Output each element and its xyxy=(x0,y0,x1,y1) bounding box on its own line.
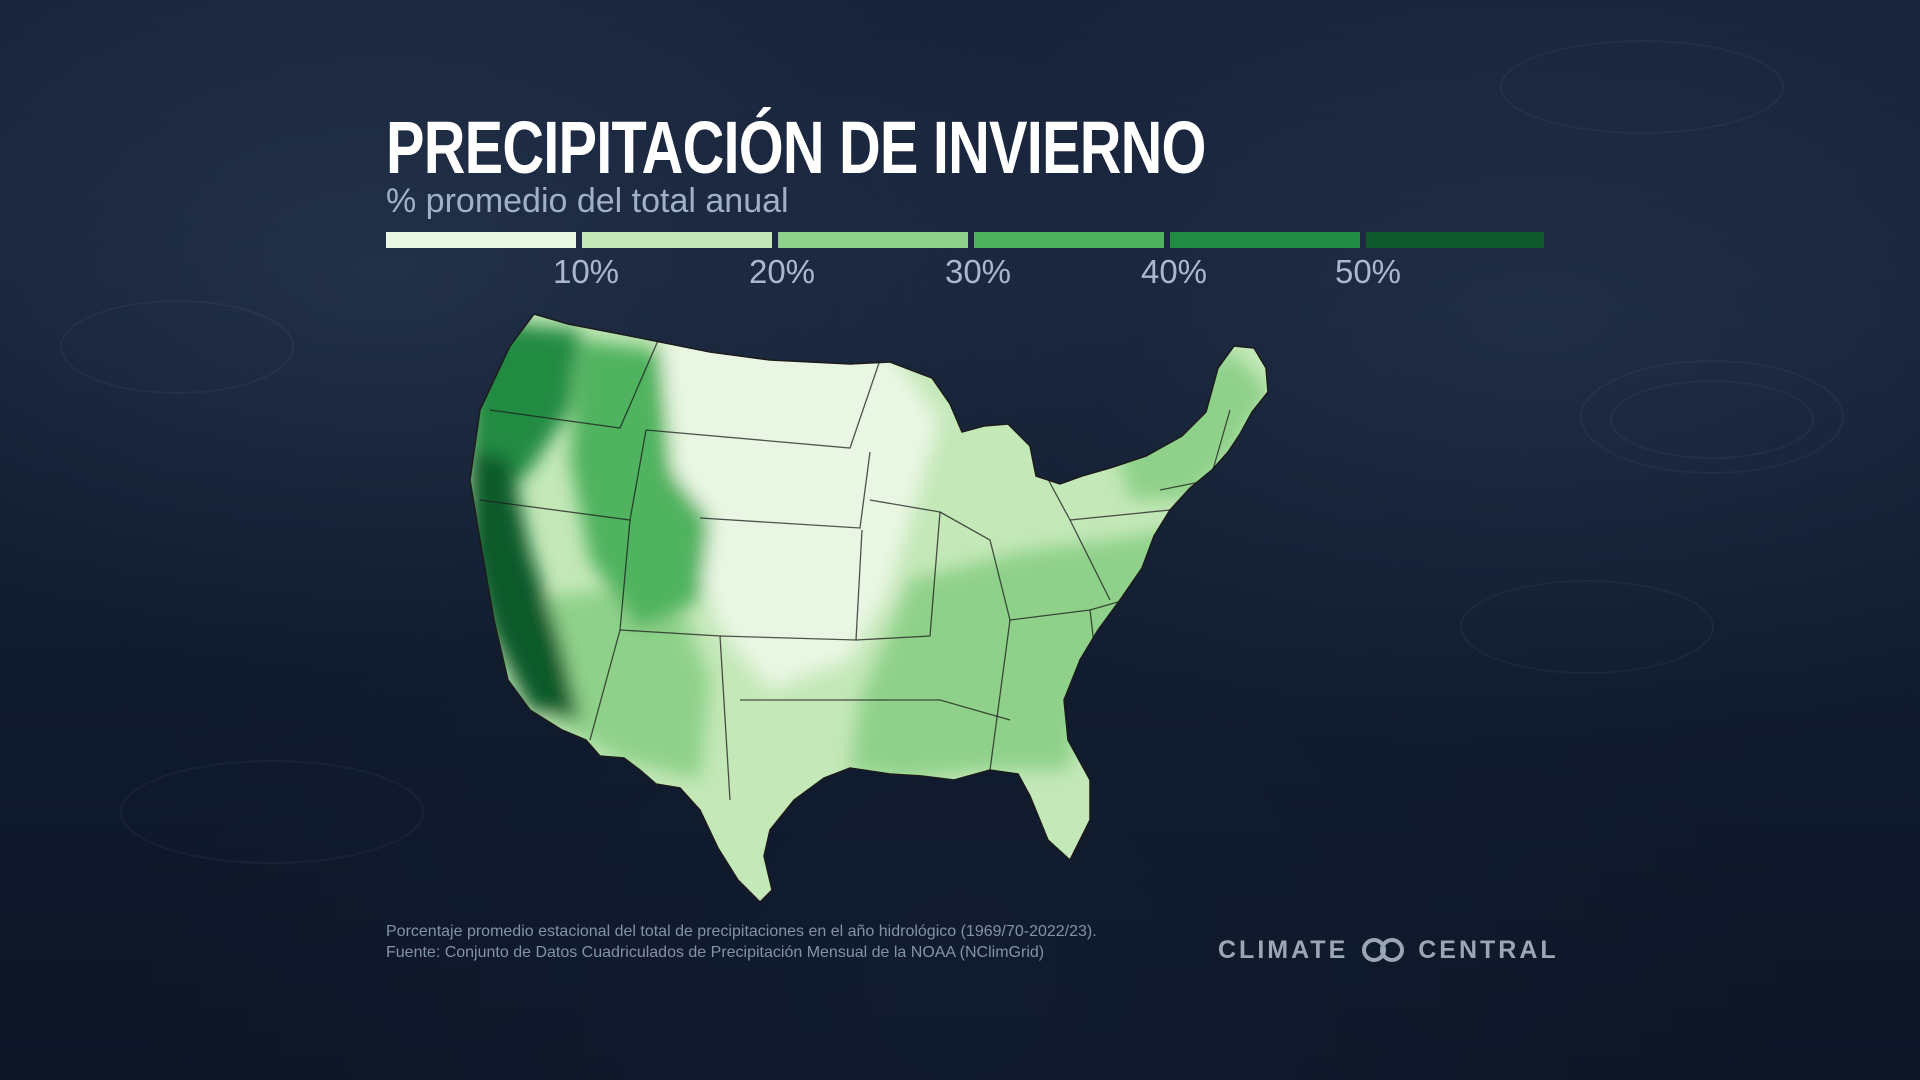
legend-tick-label: 50% xyxy=(1334,253,1402,290)
rain-ripple xyxy=(1610,380,1814,459)
map-subtitle: % promedio del total anual xyxy=(386,182,789,220)
legend-swatch xyxy=(1170,232,1360,248)
footnote-method: Porcentaje promedio estacional del total… xyxy=(386,923,1097,940)
legend-swatch xyxy=(582,232,772,248)
color-legend xyxy=(386,232,1544,248)
rain-ripple xyxy=(1500,40,1784,134)
rain-ripple xyxy=(1580,360,1844,474)
legend-swatch xyxy=(974,232,1164,248)
legend-tick-label: 40% xyxy=(1140,253,1208,290)
us-precipitation-map xyxy=(470,313,1269,903)
legend-swatch xyxy=(778,232,968,248)
logo-text-climate: CLIMATE xyxy=(1218,935,1349,964)
legend-tick-label: 30% xyxy=(944,253,1012,290)
region-west-coast xyxy=(470,450,580,720)
climate-central-logo: CLIMATE CENTRAL xyxy=(1218,934,1559,966)
map-title: PRECIPITACIÓN DE INVIERNO xyxy=(386,106,1206,189)
legend-tick-label: 10% xyxy=(552,253,620,290)
region-mountain xyxy=(570,340,710,630)
region-northeast xyxy=(1110,350,1268,500)
logo-text-central: CENTRAL xyxy=(1418,935,1559,964)
rain-ripple xyxy=(120,760,424,864)
region-southwest xyxy=(530,580,710,780)
legend-swatch xyxy=(1366,232,1544,248)
region-plains xyxy=(660,330,940,690)
footnote-source: Fuente: Conjunto de Datos Cuadriculados … xyxy=(386,944,1045,961)
legend-tick-label: 20% xyxy=(748,253,816,290)
region-southeast xyxy=(850,530,1170,780)
rain-ripple xyxy=(1460,580,1714,674)
infinity-rings-icon xyxy=(1362,938,1405,962)
rain-ripple xyxy=(60,300,294,394)
legend-swatch xyxy=(386,232,576,248)
